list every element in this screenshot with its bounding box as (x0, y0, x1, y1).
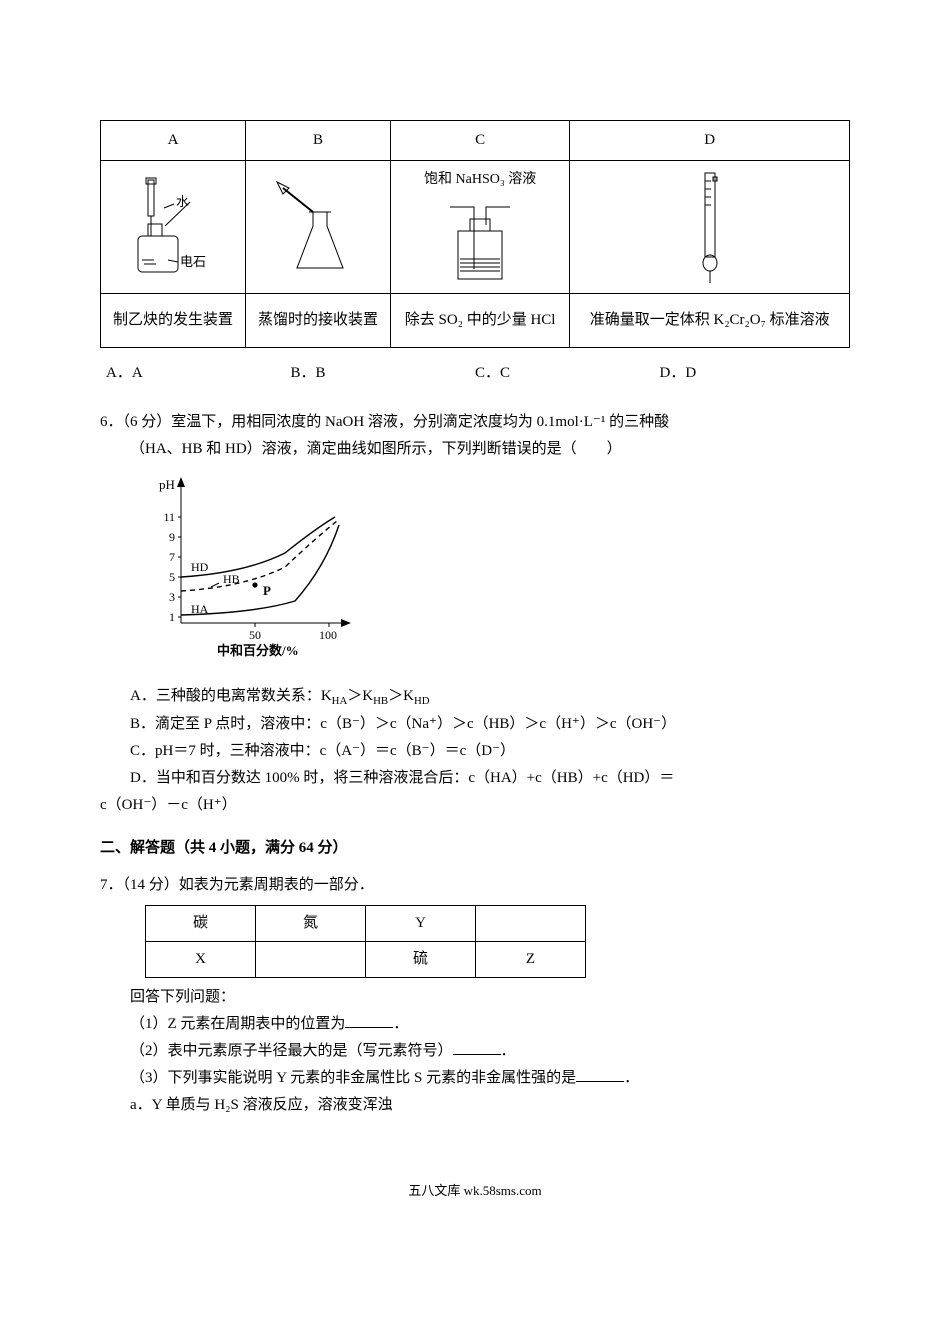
q7-sub2-pre: （2）表中元素原子半径最大的是（写元素符号） (130, 1043, 453, 1059)
q7-block: 7．（14 分）如表为元素周期表的一部分． 碳 氮 Y X 硫 Z 回答下列问题… (100, 872, 850, 1119)
q6-stem-2: （HA、HB 和 HD）溶液，滴定曲线如图所示，下列判断错误的是（ ） (100, 436, 850, 463)
label-nahso3: 饱和 NaHSO₃ 溶液 (395, 167, 565, 192)
q5-opt-c: C．C (475, 360, 660, 387)
label-water: 水 (176, 194, 189, 209)
svg-text:HD: HD (191, 560, 209, 574)
flask-dropper-icon: 水 电石 (118, 172, 228, 282)
svg-text:5: 5 (169, 570, 175, 584)
q7-sub3-post: ． (624, 1070, 639, 1086)
col-a-head: A (101, 121, 246, 161)
svg-text:3: 3 (169, 590, 175, 604)
apparatus-d-img (570, 161, 850, 294)
q7-sub1-pre: （1）Z 元素在周期表中的位置为 (130, 1016, 345, 1032)
q6-block: 6．（6 分）室温下，用相同浓度的 NaOH 溶液，分别滴定浓度均为 0.1mo… (100, 409, 850, 819)
cell-r1c2: 氮 (256, 906, 366, 942)
apparatus-table: A B C D 水 电石 (100, 120, 850, 348)
cell-r2c4: Z (476, 942, 586, 978)
col-d-head: D (570, 121, 850, 161)
xlabel: 中和百分数/% (217, 643, 299, 658)
apparatus-c-img: 饱和 NaHSO₃ 溶液 (390, 161, 569, 294)
chart-svg: 1 3 5 7 9 11 pH 50 100 中和百分数/% P HD HB (145, 473, 365, 663)
q7-sub3: （3）下列事实能说明 Y 元素的非金属性比 S 元素的非金属性强的是 ． (100, 1065, 850, 1092)
blank-2 (453, 1040, 501, 1055)
cell-r2c3: 硫 (366, 942, 476, 978)
q6-stem-1: 6．（6 分）室温下，用相同浓度的 NaOH 溶液，分别滴定浓度均为 0.1mo… (100, 409, 850, 436)
q5-opt-b: B．B (291, 360, 476, 387)
q5-opt-d: D．D (660, 360, 845, 387)
apparatus-a-img: 水 电石 (101, 161, 246, 294)
cell-r1c4 (476, 906, 586, 942)
blank-3 (576, 1067, 624, 1082)
page-footer: 五八文库 wk.58sms.com (100, 1179, 850, 1202)
blank-1 (345, 1013, 393, 1028)
svg-text:1: 1 (169, 610, 175, 624)
receiver-flask-icon (263, 172, 373, 282)
svg-text:7: 7 (169, 550, 175, 564)
q7-sub2-post: ． (501, 1043, 516, 1059)
q5-opt-a: A．A (106, 360, 291, 387)
svg-text:11: 11 (163, 510, 175, 524)
q7-stem: 7．（14 分）如表为元素周期表的一部分． (100, 872, 850, 899)
desc-d: 准确量取一定体积 K₂Cr₂O₇ 标准溶液 (570, 294, 850, 348)
q6-optD-cont: c（OH⁻）－c（H⁺） (100, 792, 850, 819)
burette-icon (675, 167, 745, 287)
section-2-head: 二、解答题（共 4 小题，满分 64 分） (100, 835, 850, 862)
svg-text:HB: HB (223, 572, 240, 586)
gas-washing-icon (430, 197, 530, 287)
desc-a: 制乙炔的发生装置 (101, 294, 246, 348)
cell-r1c3: Y (366, 906, 476, 942)
svg-text:P: P (263, 583, 271, 598)
svg-text:HA: HA (191, 602, 209, 616)
label-carbide: 电石 (180, 254, 206, 269)
desc-c: 除去 SO₂ 中的少量 HCl (390, 294, 569, 348)
q6-optA: A．三种酸的电离常数关系：KHA＞KHB＞KHD (100, 683, 850, 711)
q5-options: A．A B．B C．C D．D (100, 356, 850, 399)
ylabel: pH (159, 477, 175, 492)
cell-r2c1: X (146, 942, 256, 978)
svg-text:100: 100 (319, 628, 337, 642)
q7-sub3-pre: （3）下列事实能说明 Y 元素的非金属性比 S 元素的非金属性强的是 (130, 1070, 576, 1086)
titration-chart: 1 3 5 7 9 11 pH 50 100 中和百分数/% P HD HB (145, 473, 850, 673)
q6-optD: D．当中和百分数达 100% 时，将三种溶液混合后：c（HA）+c（HB）+c（… (100, 765, 850, 792)
q6-optB: B．滴定至 P 点时，溶液中：c（B⁻）＞c（Na⁺）＞c（HB）＞c（H⁺）＞… (100, 711, 850, 738)
col-b-head: B (245, 121, 390, 161)
col-c-head: C (390, 121, 569, 161)
cell-r2c2 (256, 942, 366, 978)
cell-r1c1: 碳 (146, 906, 256, 942)
q7-sub3a: a．Y 单质与 H₂S 溶液反应，溶液变浑浊 (100, 1092, 850, 1119)
q7-after: 回答下列问题： (100, 984, 850, 1011)
apparatus-b-img (245, 161, 390, 294)
svg-text:50: 50 (249, 628, 261, 642)
q7-sub1-post: ． (393, 1016, 408, 1032)
q7-sub1: （1）Z 元素在周期表中的位置为 ． (100, 1011, 850, 1038)
desc-b: 蒸馏时的接收装置 (245, 294, 390, 348)
svg-text:9: 9 (169, 530, 175, 544)
periodic-fragment: 碳 氮 Y X 硫 Z (145, 905, 586, 978)
q6-optC: C．pH＝7 时，三种溶液中：c（A⁻）＝c（B⁻）＝c（D⁻） (100, 738, 850, 765)
q7-sub2: （2）表中元素原子半径最大的是（写元素符号） ． (100, 1038, 850, 1065)
